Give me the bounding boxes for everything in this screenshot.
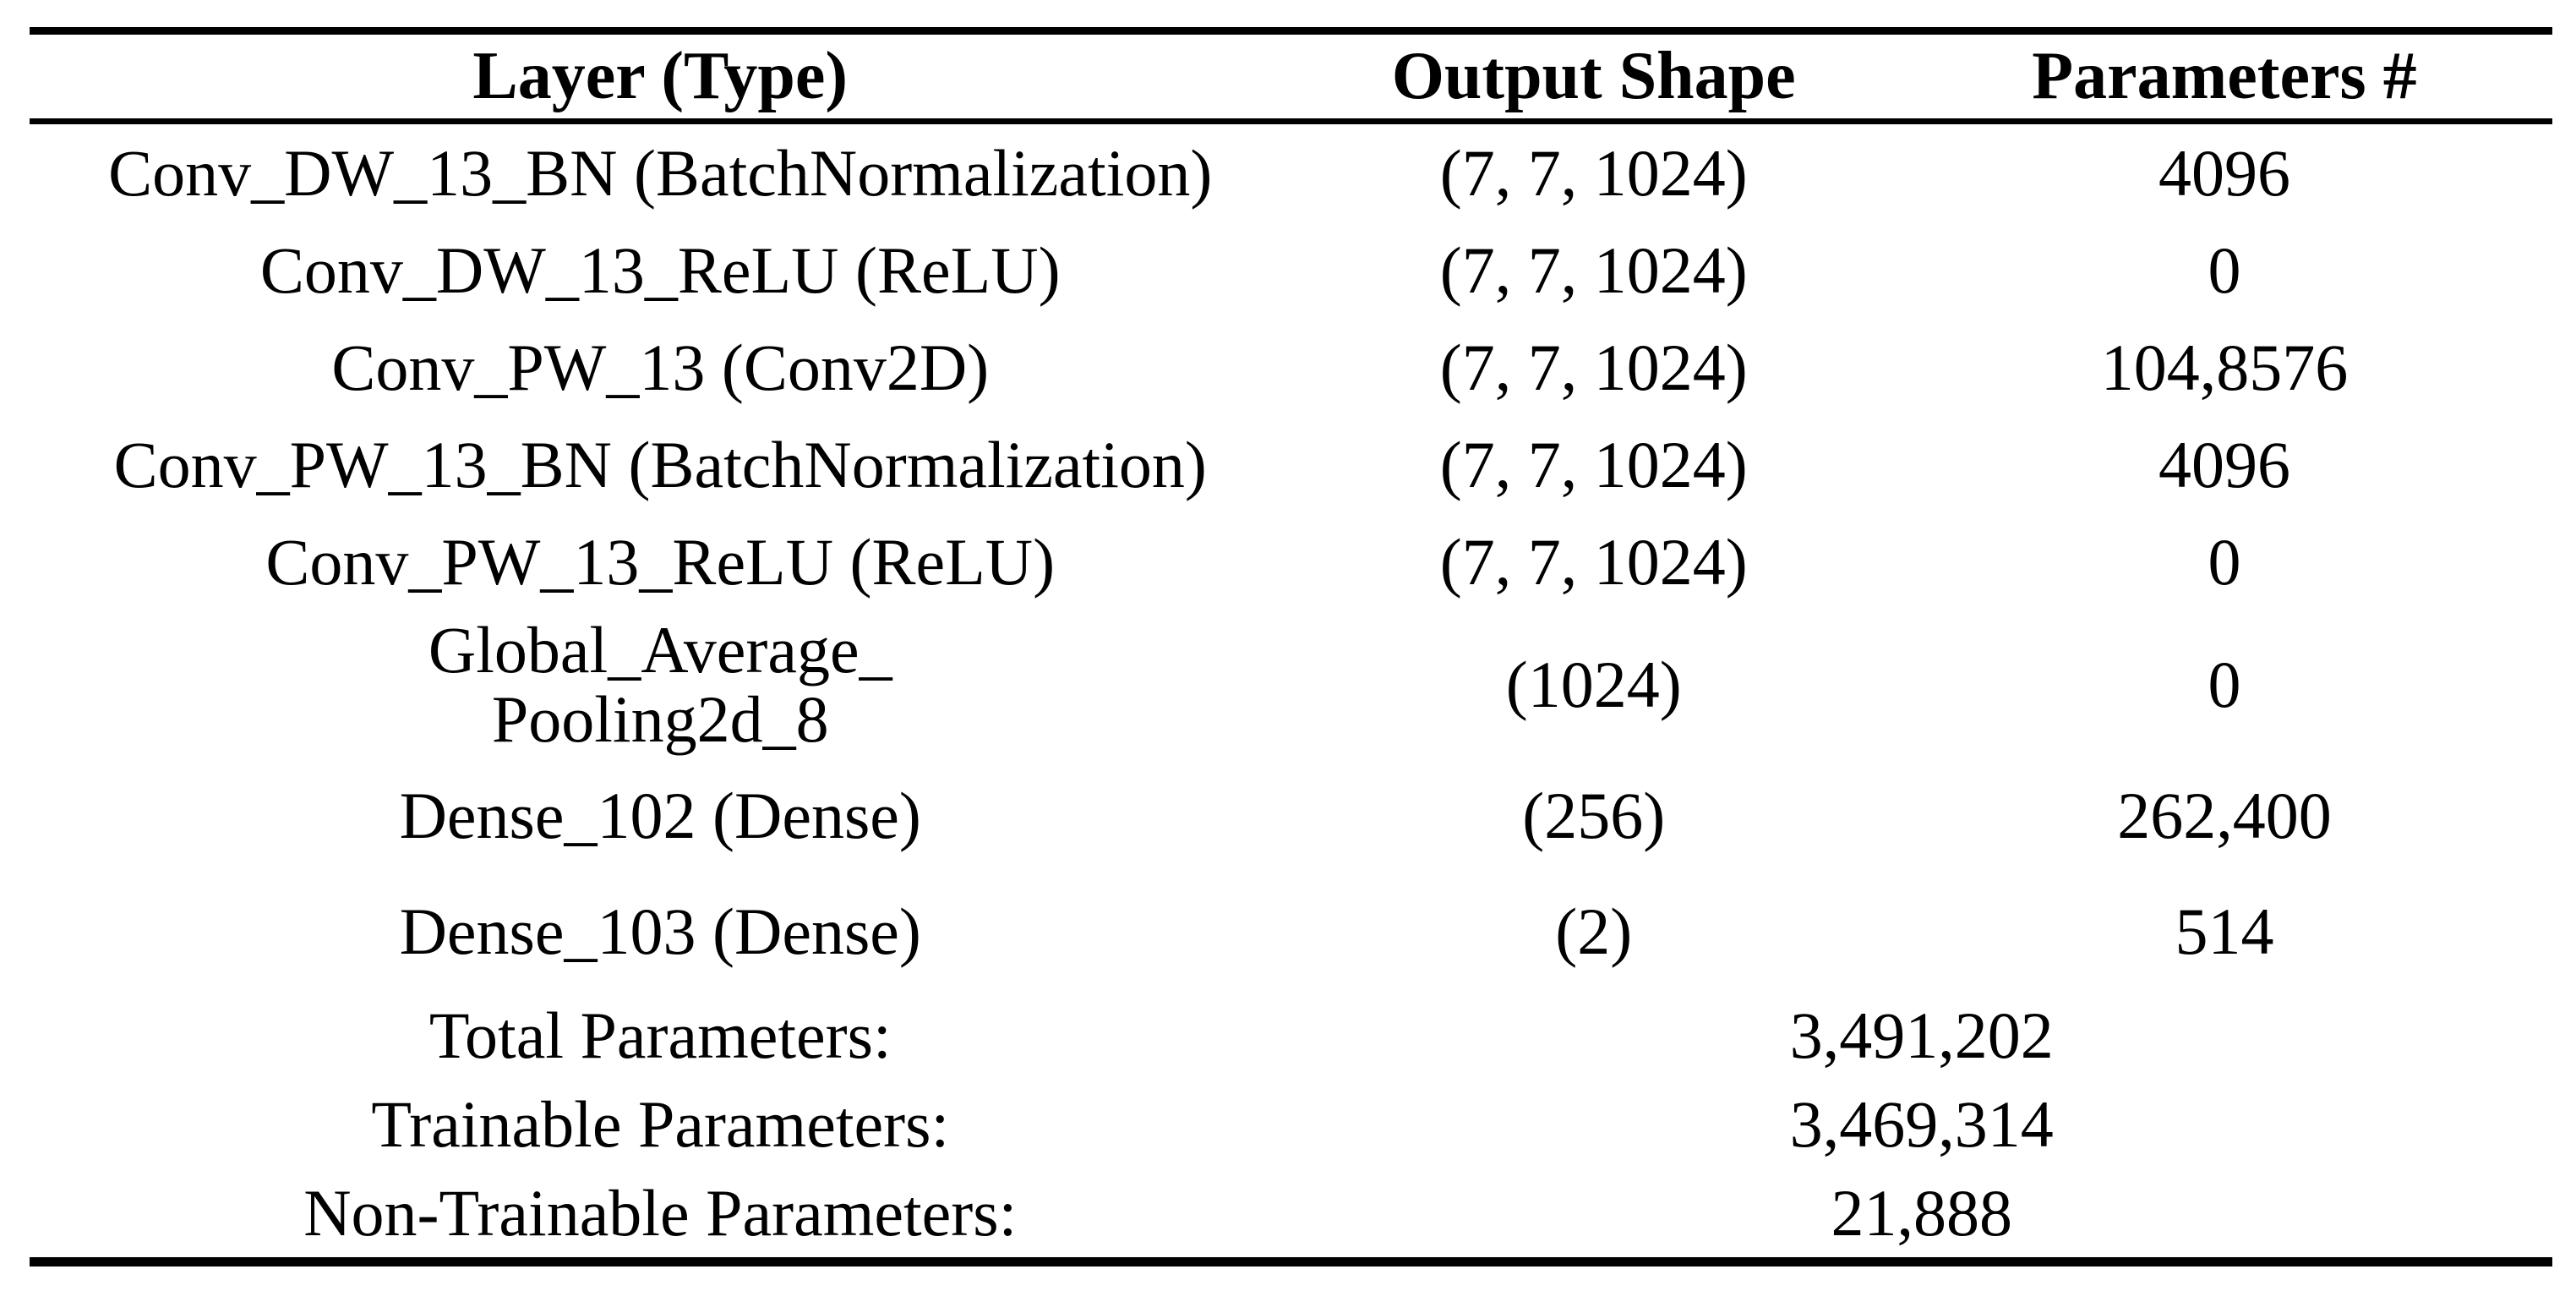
layer-cell: Conv_DW_13_ReLU (ReLU) xyxy=(259,233,1061,307)
table-body: Conv_DW_13_BN (BatchNormalization) (7, 7… xyxy=(30,122,2552,1262)
table-row: Conv_PW_13_BN (BatchNormalization) (7, 7… xyxy=(30,416,2552,513)
parameters-cell: 104,8576 xyxy=(2100,330,2349,404)
output-shape-cell: (7, 7, 1024) xyxy=(1439,233,1748,307)
summary-row: Trainable Parameters: 3,469,314 xyxy=(30,1080,2552,1168)
column-header-parameters: Parameters # xyxy=(2032,39,2417,113)
layer-cell: Conv_PW_13 (Conv2D) xyxy=(331,330,990,404)
table-row: Conv_DW_13_ReLU (ReLU) (7, 7, 1024) 0 xyxy=(30,222,2552,319)
table-row: Conv_PW_13 (Conv2D) (7, 7, 1024) 104,857… xyxy=(30,319,2552,416)
parameters-cell: 262,400 xyxy=(2117,778,2332,852)
table-row: Conv_DW_13_BN (BatchNormalization) (7, 7… xyxy=(30,122,2552,222)
column-header-layer-type: Layer (Type) xyxy=(472,39,849,113)
summary-row: Total Parameters: 3,491,202 xyxy=(30,991,2552,1080)
summary-value: 3,491,202 xyxy=(1789,998,2054,1072)
parameters-cell: 0 xyxy=(2208,647,2241,721)
table-row: Global_Average_ Pooling2d_8 (1024) 0 xyxy=(30,610,2552,758)
table-row: Conv_PW_13_ReLU (ReLU) (7, 7, 1024) 0 xyxy=(30,513,2552,610)
output-shape-cell: (1024) xyxy=(1505,647,1682,721)
table-row: Dense_102 (Dense) (256) 262,400 xyxy=(30,758,2552,873)
parameters-cell: 514 xyxy=(2175,894,2274,969)
parameters-cell: 0 xyxy=(2208,524,2241,599)
layer-cell: Dense_103 (Dense) xyxy=(399,894,921,969)
layer-cell: Conv_PW_13_BN (BatchNormalization) xyxy=(113,427,1207,501)
summary-label: Non-Trainable Parameters: xyxy=(303,1175,1018,1250)
summary-label: Trainable Parameters: xyxy=(371,1086,950,1161)
summary-label: Total Parameters: xyxy=(428,998,892,1072)
layer-cell: Dense_102 (Dense) xyxy=(399,778,921,852)
output-shape-cell: (7, 7, 1024) xyxy=(1439,427,1748,501)
output-shape-cell: (7, 7, 1024) xyxy=(1439,524,1748,599)
table-header: Layer (Type) Output Shape Parameters # xyxy=(30,31,2552,122)
parameters-cell: 4096 xyxy=(2158,135,2290,210)
output-shape-cell: (2) xyxy=(1555,894,1633,969)
model-summary-table: Layer (Type) Output Shape Parameters # C… xyxy=(30,27,2552,1266)
header-row: Layer (Type) Output Shape Parameters # xyxy=(30,31,2552,122)
summary-value: 21,888 xyxy=(1831,1175,2013,1250)
parameters-cell: 0 xyxy=(2208,233,2241,307)
summary-row: Non-Trainable Parameters: 21,888 xyxy=(30,1168,2552,1262)
output-shape-cell: (256) xyxy=(1522,778,1666,852)
layer-cell: Global_Average_ Pooling2d_8 xyxy=(428,612,892,756)
summary-value: 3,469,314 xyxy=(1789,1086,2054,1161)
layer-cell: Conv_DW_13_BN (BatchNormalization) xyxy=(108,135,1213,210)
parameters-cell: 4096 xyxy=(2158,427,2290,501)
table-row: Dense_103 (Dense) (2) 514 xyxy=(30,873,2552,991)
output-shape-cell: (7, 7, 1024) xyxy=(1439,135,1748,210)
layer-cell: Conv_PW_13_ReLU (ReLU) xyxy=(265,524,1056,599)
column-header-output-shape: Output Shape xyxy=(1391,39,1796,113)
output-shape-cell: (7, 7, 1024) xyxy=(1439,330,1748,404)
